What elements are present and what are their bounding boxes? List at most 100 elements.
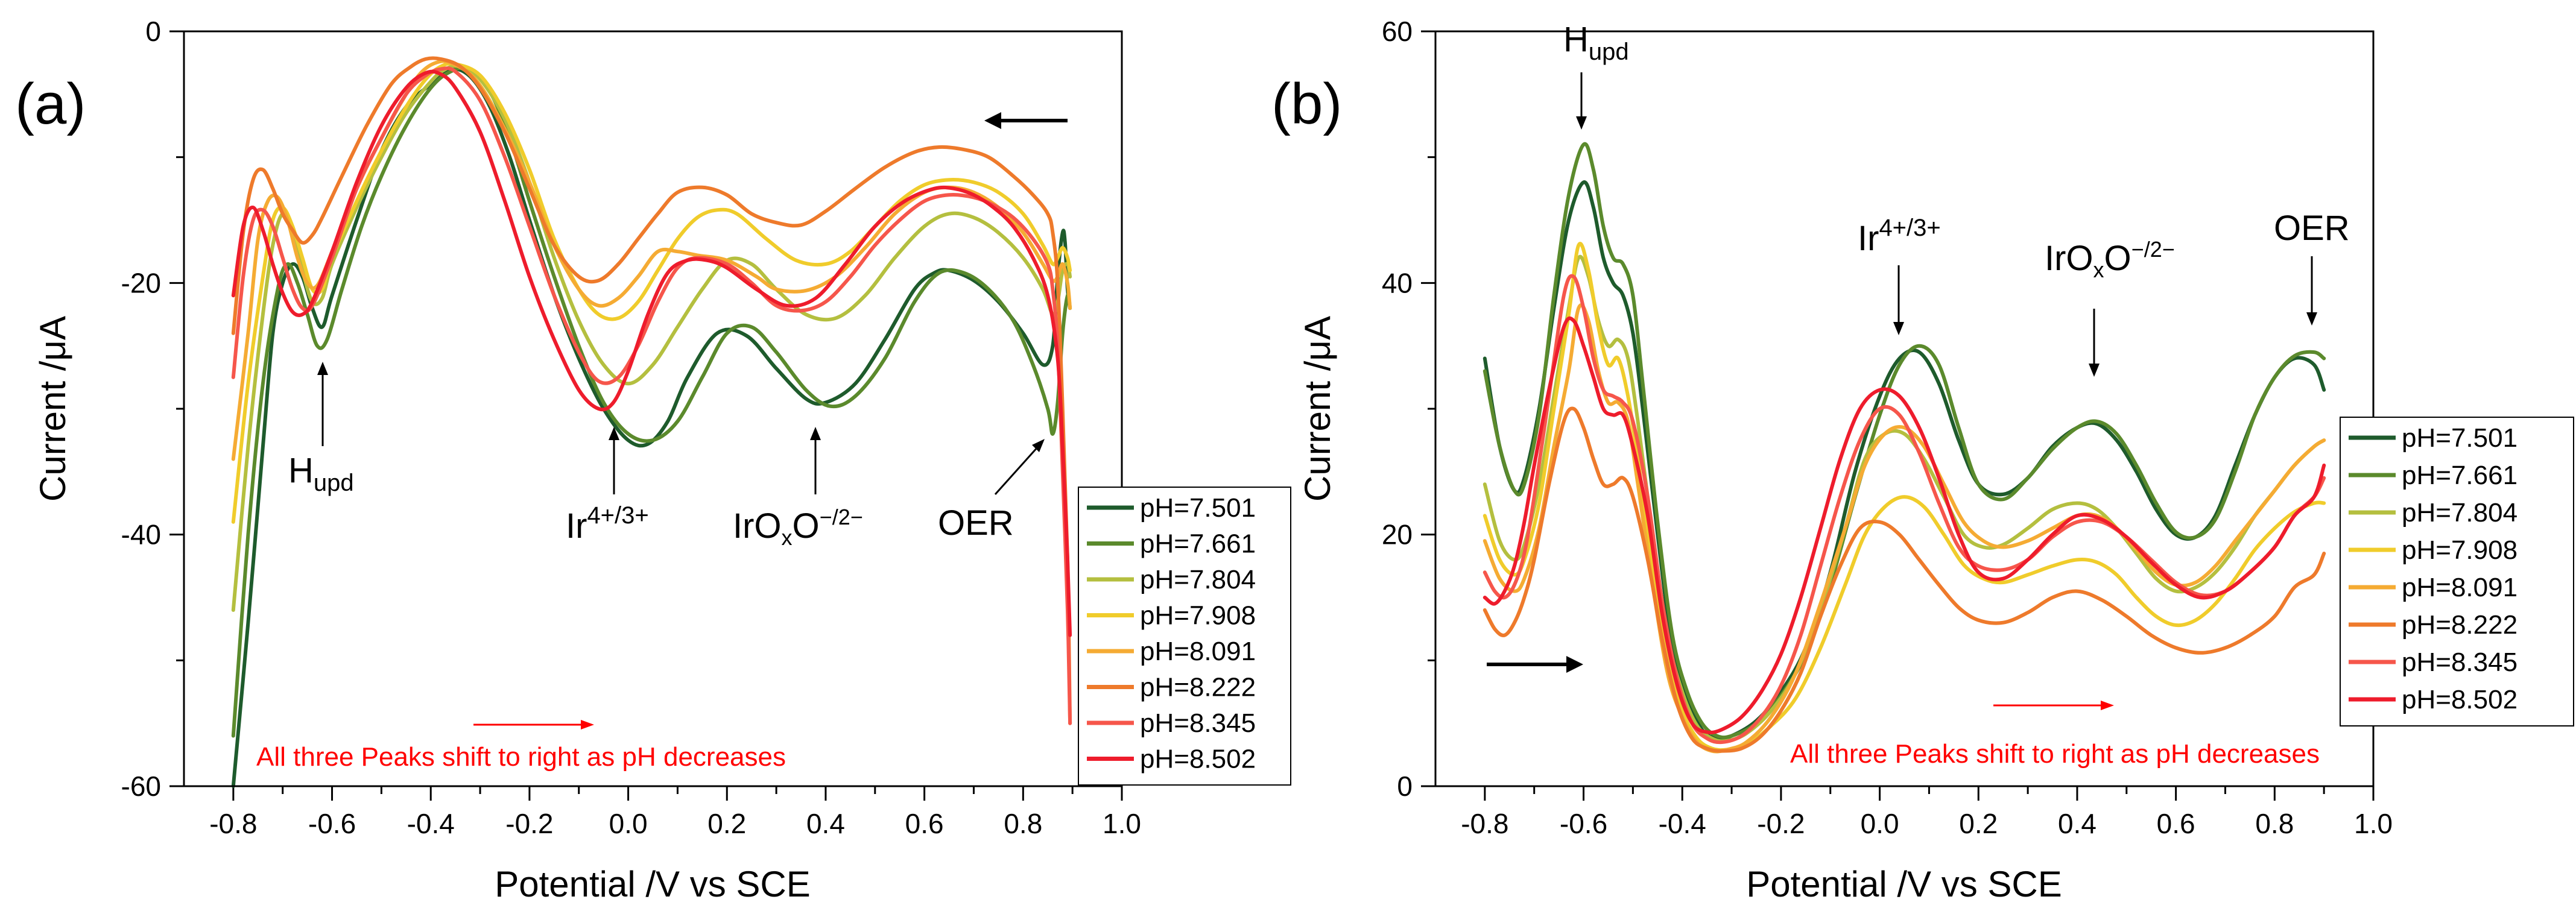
x-tick-label: -0.8 — [209, 808, 257, 839]
hupd-main: H — [288, 451, 314, 490]
x-tick-label: 0.2 — [707, 808, 746, 839]
b-oer-label: OER — [2274, 209, 2350, 248]
panel-a-plot-frame — [183, 30, 1123, 787]
panel-a-x-axis-title: Potential /V vs SCE — [495, 864, 811, 904]
x-tick-label: 0.6 — [2157, 808, 2195, 839]
panel-label-a: (a) — [15, 72, 86, 136]
legend-label: pH=7.804 — [2402, 498, 2517, 528]
x-tick-label: -0.6 — [308, 808, 356, 839]
x-tick-label: 0.0 — [1861, 808, 1899, 839]
series-line-pH-8-091 — [1483, 303, 2326, 754]
panel-a-ir-annotation: Ir4+/3+ — [566, 427, 649, 546]
x-tick-label: -0.8 — [1461, 808, 1508, 839]
svg-text:IrOxO−/2−: IrOxO−/2− — [733, 505, 863, 550]
panel-a-tick-labels: -0.8 -0.6 -0.4 -0.2 0.0 0.2 0.4 0.6 0.8 1.0 0 -20 -4… — [121, 16, 1141, 839]
x-tick-label: -0.2 — [1757, 808, 1805, 839]
b-irox-main: IrO — [2045, 239, 2093, 278]
panel-b-tick-labels: -0.8 -0.6 -0.4 -0.2 0.0 0.2 0.4 0.6 0.8 1.0 0 20 40 6… — [1382, 16, 2393, 839]
y-tick-label: 0 — [1397, 771, 1413, 802]
svg-text:Hupd: Hupd — [1563, 20, 1629, 65]
irox-sub: x — [782, 525, 793, 550]
legend-label: pH=7.501 — [2402, 423, 2517, 453]
panel-b-legend: pH=7.501 pH=7.661 pH=7.804 pH=7.908 pH=8.091… — [2340, 417, 2574, 726]
series-line-pH-8-502 — [231, 69, 1072, 637]
x-tick-label: 0.0 — [609, 808, 648, 839]
x-tick-label: 0.4 — [806, 808, 845, 839]
legend-label: pH=8.222 — [1140, 673, 1256, 702]
legend-label: pH=7.908 — [2402, 535, 2517, 565]
x-tick-label: 0.6 — [905, 808, 944, 839]
series-line-pH-7-908 — [231, 61, 1072, 524]
irox-sup: −/2− — [820, 505, 863, 529]
y-tick-label: 40 — [1382, 267, 1413, 298]
legend-label: pH=7.908 — [1140, 601, 1256, 631]
panel-a-note-text: All three Peaks shift to right as pH dec… — [256, 742, 786, 772]
y-tick-label: -40 — [121, 519, 161, 550]
legend-label: pH=8.091 — [1140, 637, 1256, 666]
b-ir-sup: 4+/3+ — [1879, 215, 1940, 241]
legend-label: pH=8.502 — [1140, 745, 1256, 774]
panel-b-note-text: All three Peaks shift to right as pH dec… — [1790, 739, 2320, 769]
panel-b: (b) -0.8 -0.6 -0.4 -0.2 0.0 0.2 0.4 0.6 0.8 1.0 0 2… — [1271, 16, 2574, 904]
panel-b-hupd-annotation: Hupd — [1563, 20, 1629, 130]
b-irox-main2: O — [2104, 239, 2131, 278]
hupd-sub: upd — [314, 470, 354, 496]
legend-label: pH=7.501 — [1140, 493, 1256, 523]
legend-label: pH=8.345 — [1140, 708, 1256, 738]
svg-text:IrOxO−/2−: IrOxO−/2− — [2045, 237, 2175, 282]
panel-a: (a) -0.8 -0.6 -0.4 -0.2 0.0 0.2 0.4 0.6 0.8 1.00-… — [15, 16, 1291, 904]
x-tick-label: 0.4 — [2058, 808, 2097, 839]
svg-text:Hupd: Hupd — [288, 451, 354, 496]
legend-label: pH=7.661 — [1140, 529, 1256, 559]
panel-b-ticks — [1421, 30, 2375, 801]
irox-main2: O — [793, 506, 820, 546]
legend-label: pH=7.661 — [2402, 461, 2517, 490]
panel-a-series — [231, 56, 1072, 788]
b-hupd-sub: upd — [1589, 39, 1629, 65]
series-line-pH-8-091 — [231, 59, 1072, 461]
y-tick-label: 20 — [1382, 519, 1413, 550]
series-line-pH-7-908 — [1483, 242, 2326, 752]
legend-label: pH=8.502 — [2402, 685, 2517, 714]
b-irox-sup: −/2− — [2131, 237, 2175, 262]
series-line-pH-7-661 — [231, 66, 1072, 738]
b-hupd-main: H — [1563, 20, 1589, 59]
panel-a-legend: pH=7.501 pH=7.661 pH=7.804 pH=7.908 pH=8.091… — [1078, 487, 1291, 786]
panel-b-plot-frame — [1434, 30, 2375, 787]
b-ir-main: Ir — [1858, 219, 1879, 258]
series-line-pH-7-804 — [1483, 254, 2326, 743]
series-line-pH-8-222 — [231, 56, 1072, 725]
panel-a-shift-note: All three Peaks shift to right as pH dec… — [256, 720, 786, 772]
x-tick-label: 1.0 — [1103, 808, 1141, 839]
legend-box — [2340, 417, 2574, 726]
panel-label-b: (b) — [1271, 72, 1342, 136]
legend-label: pH=8.091 — [2402, 573, 2517, 602]
panel-a-hupd-annotation: Hupd — [288, 362, 354, 496]
x-tick-label: 0.8 — [1004, 808, 1042, 839]
x-tick-label: -0.4 — [1659, 808, 1706, 839]
y-tick-label: -20 — [121, 267, 161, 298]
irox-main: IrO — [733, 506, 782, 546]
panel-a-oer-annotation: OER — [938, 439, 1045, 543]
panel-a-scan-direction-arrow — [984, 112, 1068, 129]
panel-a-y-axis-title: Current /μA — [33, 316, 73, 502]
legend-label: pH=8.222 — [2402, 610, 2517, 640]
svg-text:Ir4+/3+: Ir4+/3+ — [1858, 215, 1941, 258]
oer-label: OER — [938, 503, 1014, 543]
panel-b-ir-annotation: Ir4+/3+ — [1858, 215, 1941, 335]
b-irox-sub: x — [2093, 257, 2104, 282]
ir-sup: 4+/3+ — [587, 502, 648, 529]
panel-b-series — [1483, 142, 2326, 754]
x-tick-label: -0.6 — [1560, 808, 1607, 839]
y-tick-label: 0 — [145, 16, 161, 47]
legend-label: pH=7.804 — [1140, 565, 1256, 594]
panel-a-ticks — [169, 30, 1123, 801]
panel-b-oer-annotation: OER — [2274, 209, 2350, 326]
svg-text:Ir4+/3+: Ir4+/3+ — [566, 502, 649, 546]
x-tick-label: -0.2 — [505, 808, 553, 839]
x-tick-label: 0.2 — [1959, 808, 1998, 839]
panel-a-irox-annotation: IrOxO−/2− — [733, 427, 863, 550]
series-line-pH-8-502 — [1483, 316, 2326, 734]
series-line-pH-7-501 — [1483, 180, 2326, 741]
